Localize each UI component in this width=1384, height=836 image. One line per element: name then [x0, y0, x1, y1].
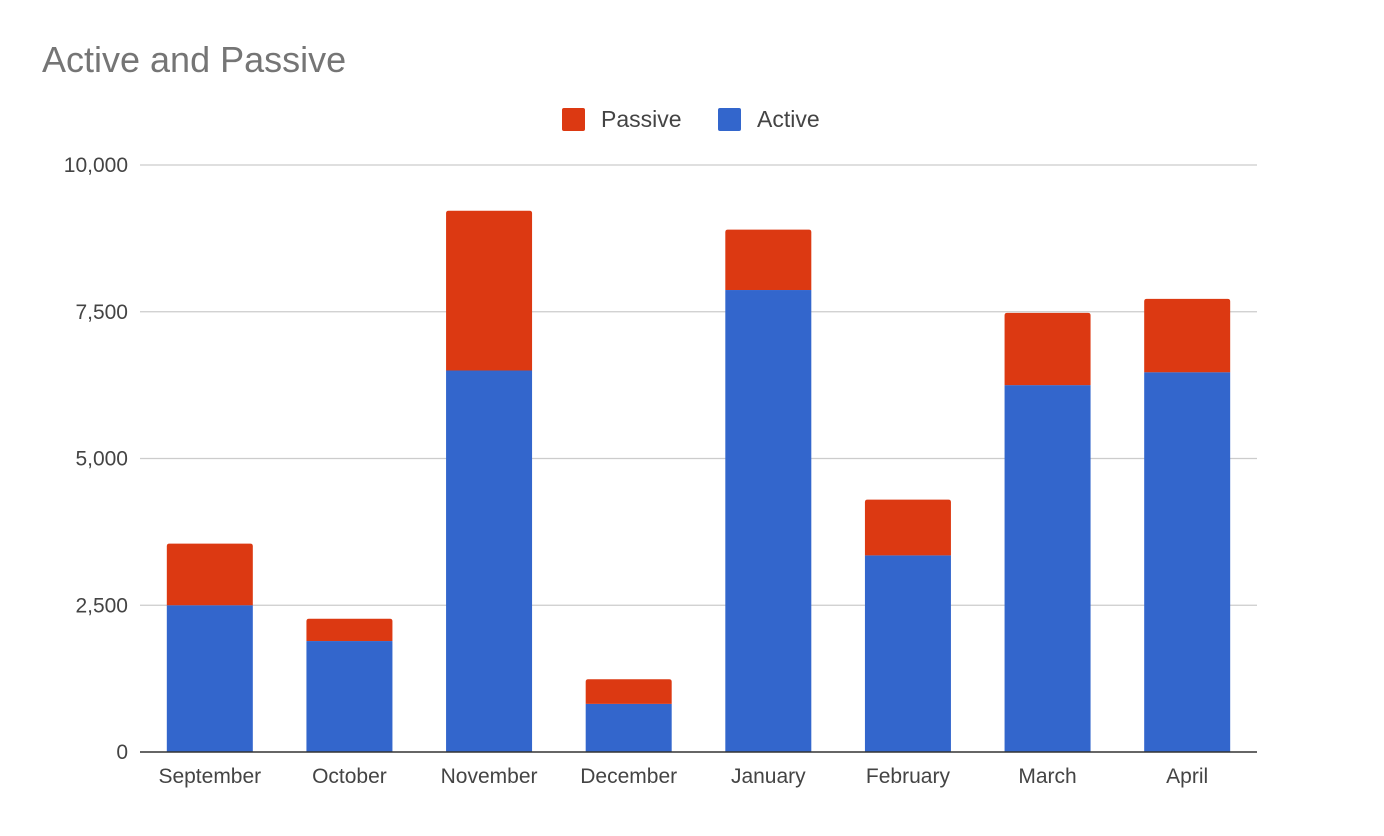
- bar-active-march: [1004, 385, 1091, 752]
- legend-swatch-active: [718, 108, 741, 131]
- x-tick-label-october: October: [312, 765, 387, 788]
- x-tick-label-september: September: [158, 765, 261, 788]
- x-tick-label-april: April: [1166, 765, 1208, 788]
- x-tick-label-january: January: [731, 765, 806, 788]
- bar-active-december: [585, 703, 672, 752]
- bar-active-september: [166, 605, 253, 752]
- bar-passive-april: [1144, 298, 1231, 373]
- bar-active-february: [864, 555, 951, 752]
- bar-active-january: [725, 290, 812, 752]
- y-tick-label: 0: [116, 741, 128, 764]
- bar-active-april: [1144, 372, 1231, 752]
- bar-passive-october: [306, 618, 393, 642]
- x-tick-label-march: March: [1018, 765, 1076, 788]
- chart-legend: Passive Active: [562, 106, 820, 132]
- bar-group-november: [446, 210, 533, 752]
- bar-group-december: [585, 679, 672, 752]
- x-tick-label-november: November: [441, 765, 538, 788]
- legend-swatch-passive: [562, 108, 585, 131]
- y-tick-label: 10,000: [64, 154, 128, 177]
- legend-label-active: Active: [757, 106, 820, 132]
- bar-group-september: [166, 543, 253, 752]
- bar-passive-september: [166, 543, 253, 606]
- x-tick-label-december: December: [580, 765, 677, 788]
- bar-active-november: [446, 370, 533, 752]
- y-tick-label: 2,500: [75, 594, 128, 617]
- legend-label-passive: Passive: [601, 106, 682, 132]
- bar-group-april: [1144, 298, 1231, 752]
- bar-group-march: [1004, 312, 1091, 752]
- chart-bars: [166, 210, 1231, 752]
- x-axis: September October November December January F…: [140, 751, 1257, 788]
- bar-passive-march: [1004, 312, 1091, 386]
- bar-passive-february: [864, 499, 951, 556]
- y-tick-label: 7,500: [75, 301, 128, 324]
- bar-passive-december: [585, 679, 672, 704]
- bar-group-january: [725, 229, 812, 752]
- bar-passive-november: [446, 210, 533, 371]
- bar-active-october: [306, 641, 393, 752]
- bar-passive-january: [725, 229, 812, 291]
- y-axis: 0 2,500 5,000 7,500 10,000: [64, 154, 128, 764]
- bar-group-october: [306, 618, 393, 752]
- y-tick-label: 5,000: [75, 448, 128, 471]
- x-tick-label-february: February: [866, 765, 951, 788]
- bar-group-february: [864, 499, 951, 752]
- chart-title: Active and Passive: [42, 39, 346, 80]
